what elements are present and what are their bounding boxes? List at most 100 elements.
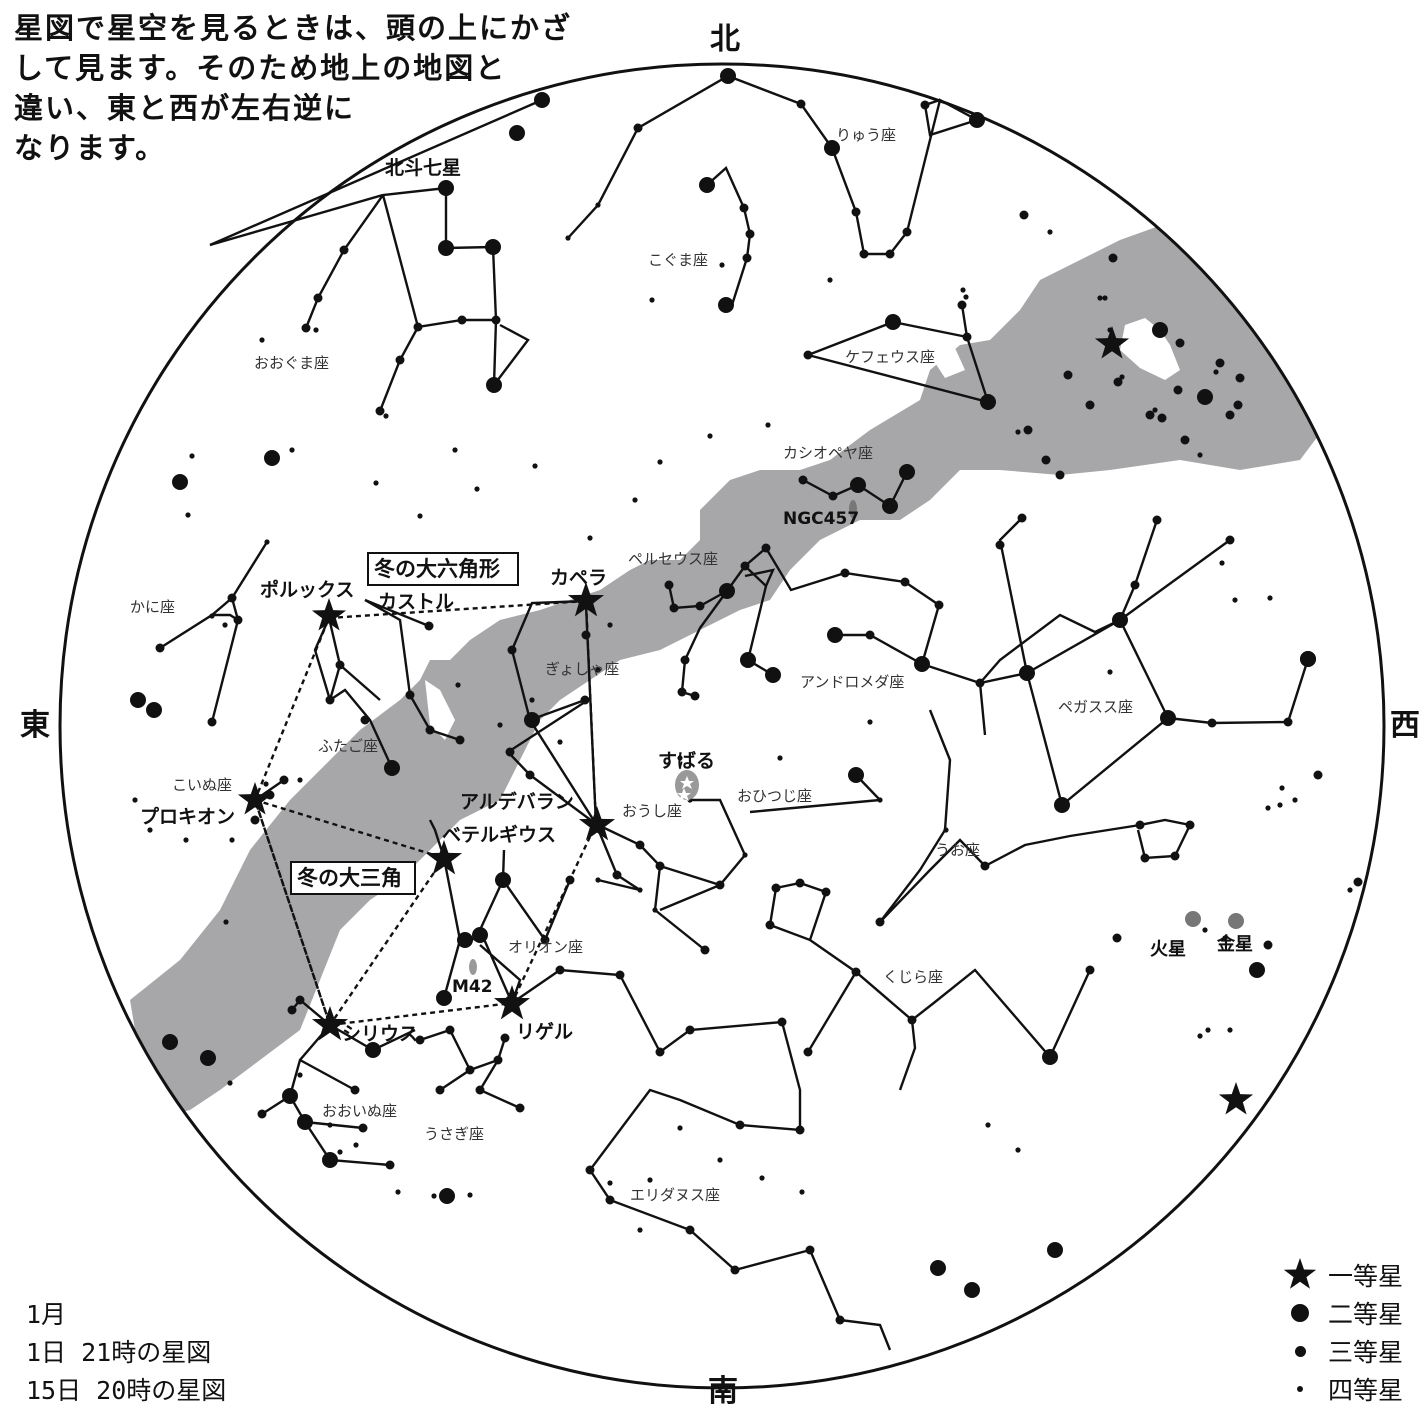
third-magnitude-star: [358, 1123, 368, 1133]
second-magnitude-star: [322, 1152, 338, 1168]
third-magnitude-star: [475, 1085, 485, 1095]
third-magnitude-star: [685, 1225, 695, 1235]
fourth-magnitude-star: [455, 682, 461, 688]
fourth-magnitude-star: [263, 781, 269, 787]
third-magnitude-star: [1185, 820, 1195, 830]
star-icon: [1280, 1258, 1320, 1292]
label-big-dipper: 北斗七星: [385, 157, 461, 179]
fourth-magnitude-star: [1219, 560, 1225, 566]
third-magnitude-star: [350, 1085, 360, 1095]
fourth-magnitude-star: [313, 327, 319, 333]
third-magnitude-star: [695, 601, 705, 611]
second-magnitude-star: [1112, 612, 1128, 628]
third-magnitude-star: [339, 245, 349, 255]
direction-east: 東: [20, 708, 50, 743]
third-magnitude-star: [465, 1065, 475, 1075]
third-magnitude-star: [655, 1047, 665, 1057]
third-magnitude-star: [1017, 513, 1027, 523]
third-magnitude-star: [865, 630, 875, 640]
second-magnitude-star: [1047, 1242, 1063, 1258]
third-magnitude-star: [1175, 338, 1185, 348]
fourth-magnitude-star: [1015, 1147, 1021, 1153]
third-magnitude-star: [771, 883, 781, 893]
third-magnitude-star: [360, 715, 370, 725]
winter-hexagon-box: [367, 552, 519, 586]
third-magnitude-star: [875, 917, 885, 927]
fourth-magnitude-star: [1102, 295, 1108, 301]
m42-mark: [469, 959, 477, 975]
third-magnitude-star: [1207, 718, 1217, 728]
second-magnitude-star: [534, 92, 550, 108]
third-magnitude-star: [1140, 853, 1150, 863]
fourth-magnitude-star: [417, 513, 423, 519]
third-magnitude-star: [435, 1085, 445, 1095]
fourth-magnitude-star: [607, 622, 613, 628]
label-pollux: ポルックス: [260, 578, 354, 601]
third-magnitude-star: [700, 945, 710, 955]
fourth-magnitude-star: [532, 463, 538, 469]
legend-label: 四等星: [1328, 1376, 1404, 1405]
second-magnitude-star: [472, 927, 488, 943]
label-cetus: くじら座: [883, 968, 943, 986]
fourth-magnitude-star: [431, 1193, 437, 1199]
third-magnitude-star: [795, 1125, 805, 1135]
label-canis-minor: こいぬ座: [172, 776, 232, 794]
intro-line-4: なります。: [14, 131, 167, 165]
fourth-magnitude-star: [607, 1180, 613, 1186]
fourth-magnitude-star: [189, 453, 195, 459]
third-magnitude-star: [635, 840, 645, 850]
fourth-magnitude-star: [229, 837, 235, 843]
third-magnitude-star: [655, 861, 665, 871]
fourth-magnitude-star: [595, 877, 601, 883]
third-magnitude-star: [555, 965, 565, 975]
fourth-magnitude-star: [1277, 802, 1283, 808]
date-month: 1月: [26, 1300, 67, 1329]
third-magnitude-star: [1055, 470, 1065, 480]
intro-text: 星図で星空を見るときは、頭の上にかざ して見ます。そのため地上の地図と 違い、東…: [14, 8, 572, 168]
third-magnitude-star: [233, 615, 243, 625]
intro-line-1: 星図で星空を見るときは、頭の上にかざ: [14, 11, 573, 45]
fourth-magnitude-star: [742, 852, 748, 858]
fourth-magnitude-star: [717, 1157, 723, 1163]
third-magnitude-star: [851, 207, 861, 217]
label-draco: りゅう座: [836, 126, 896, 144]
fourth-magnitude-star: [297, 1072, 303, 1078]
fourth-magnitude-star: [677, 755, 683, 761]
second-magnitude-star: [1160, 710, 1176, 726]
label-mars: 火星: [1150, 939, 1186, 960]
third-magnitude-star: [796, 99, 806, 109]
medium-dot-icon: [1280, 1345, 1320, 1357]
third-magnitude-star: [585, 1165, 595, 1175]
third-magnitude-star: [581, 630, 591, 640]
third-magnitude-star: [405, 690, 415, 700]
fourth-magnitude-star: [383, 413, 389, 419]
second-magnitude-star: [719, 583, 735, 599]
second-magnitude-star: [765, 667, 781, 683]
label-aldebaran: アルデバラン: [460, 790, 574, 813]
third-magnitude-star: [715, 880, 725, 890]
magnitude-legend: 一等星 二等星 三等星 四等星: [1280, 1256, 1403, 1408]
intro-line-2: して見ます。そのため地上の地図と: [14, 51, 507, 85]
fourth-magnitude-star: [587, 535, 593, 541]
label-cancer: かに座: [130, 598, 175, 616]
third-magnitude-star: [840, 568, 850, 578]
fourth-magnitude-star: [877, 797, 883, 803]
second-magnitude-star: [980, 394, 996, 410]
third-magnitude-star: [413, 322, 423, 332]
second-magnitude-star: [438, 240, 454, 256]
fourth-magnitude-star: [1202, 927, 1208, 933]
second-magnitude-star: [930, 1260, 946, 1276]
fourth-magnitude-star: [373, 480, 379, 486]
fourth-magnitude-star: [497, 722, 503, 728]
third-magnitude-star: [805, 1245, 815, 1255]
fourth-magnitude-star: [264, 539, 270, 545]
fourth-magnitude-star: [1015, 429, 1021, 435]
third-magnitude-star: [934, 600, 944, 610]
second-magnitude-star: [969, 112, 985, 128]
third-magnitude-star: [1152, 515, 1162, 525]
fourth-magnitude-star: [595, 667, 601, 673]
third-magnitude-star: [615, 970, 625, 980]
third-magnitude-star: [1063, 370, 1073, 380]
second-magnitude-star: [172, 474, 188, 490]
